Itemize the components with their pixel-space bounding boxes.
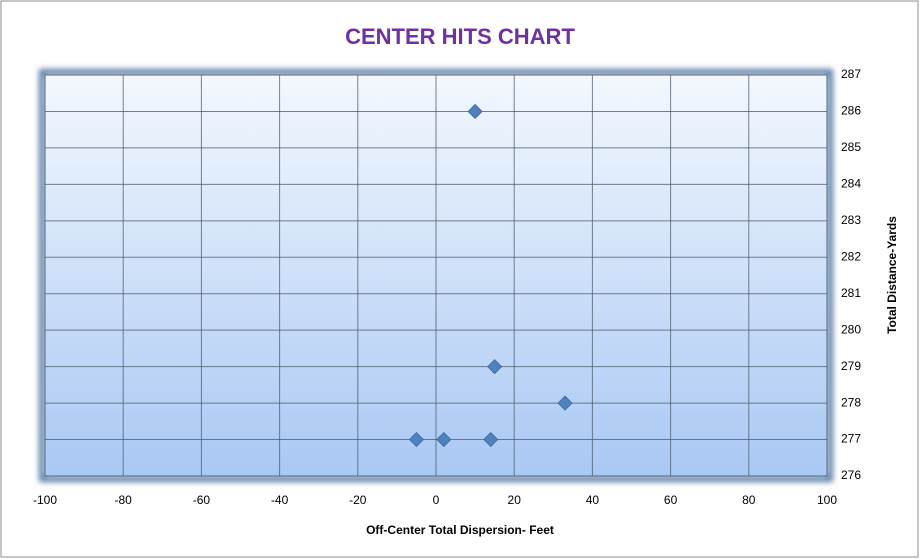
x-tick-label: 80 bbox=[742, 493, 756, 507]
point bbox=[557, 395, 573, 411]
x-tick-label: -20 bbox=[349, 493, 367, 507]
y-axis-title: Total Distance-Yards bbox=[885, 216, 899, 334]
x-tick-label: 40 bbox=[586, 493, 600, 507]
x-tick-label: -100 bbox=[33, 493, 57, 507]
x-tick-label: 20 bbox=[508, 493, 522, 507]
x-tick-label: 100 bbox=[817, 493, 837, 507]
y-tick-label: 286 bbox=[841, 104, 861, 118]
y-tick-label: 277 bbox=[841, 432, 861, 446]
point bbox=[467, 103, 483, 120]
x-axis-title: Off-Center Total Dispersion- Feet bbox=[366, 523, 554, 537]
y-tick-label: 281 bbox=[841, 286, 861, 300]
y-tick-label: 285 bbox=[841, 140, 861, 154]
y-tick-label: 279 bbox=[841, 359, 861, 373]
point bbox=[408, 431, 425, 448]
y-tick-label: 276 bbox=[841, 468, 861, 482]
point bbox=[483, 431, 499, 448]
chart-title: CENTER HITS CHART bbox=[345, 24, 575, 49]
plot-glow bbox=[39, 69, 833, 482]
y-tick-label: 280 bbox=[841, 322, 861, 336]
y-tick-label: 283 bbox=[841, 213, 861, 227]
y-tick-label: 278 bbox=[841, 395, 861, 409]
y-tick-label: 287 bbox=[841, 67, 861, 81]
y-tick-label: 282 bbox=[841, 249, 861, 263]
y-tick-label: 284 bbox=[841, 177, 861, 191]
x-tick-label: 60 bbox=[664, 493, 678, 507]
x-tick-label: -40 bbox=[271, 493, 289, 507]
x-tick-label: -80 bbox=[115, 493, 133, 507]
x-tick-label: 0 bbox=[433, 493, 440, 507]
point bbox=[436, 431, 452, 448]
point bbox=[487, 359, 503, 375]
x-tick-label: -60 bbox=[193, 493, 211, 507]
